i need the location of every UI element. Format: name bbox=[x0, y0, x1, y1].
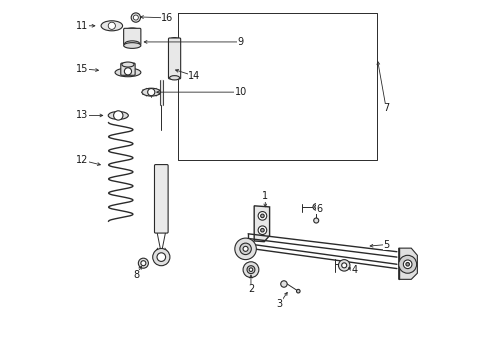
FancyBboxPatch shape bbox=[168, 38, 180, 79]
Circle shape bbox=[312, 204, 319, 210]
Circle shape bbox=[313, 218, 318, 223]
Circle shape bbox=[280, 281, 286, 287]
Text: 7: 7 bbox=[382, 103, 388, 113]
Circle shape bbox=[296, 289, 300, 293]
Polygon shape bbox=[254, 206, 269, 242]
Circle shape bbox=[152, 248, 169, 266]
FancyBboxPatch shape bbox=[154, 165, 168, 233]
Circle shape bbox=[258, 226, 266, 234]
Text: 14: 14 bbox=[188, 71, 200, 81]
Circle shape bbox=[338, 260, 349, 271]
Text: 2: 2 bbox=[247, 284, 254, 294]
Polygon shape bbox=[160, 80, 163, 105]
Circle shape bbox=[113, 111, 122, 120]
Text: 1: 1 bbox=[262, 191, 268, 201]
Ellipse shape bbox=[108, 112, 128, 120]
Circle shape bbox=[314, 206, 317, 208]
Circle shape bbox=[138, 258, 148, 268]
Circle shape bbox=[141, 261, 145, 266]
Ellipse shape bbox=[115, 68, 141, 77]
Circle shape bbox=[157, 253, 165, 261]
Circle shape bbox=[133, 15, 138, 20]
Circle shape bbox=[234, 238, 256, 260]
Circle shape bbox=[108, 22, 115, 30]
Text: 3: 3 bbox=[276, 299, 282, 309]
Text: 16: 16 bbox=[161, 13, 173, 23]
Circle shape bbox=[403, 260, 411, 269]
Circle shape bbox=[131, 13, 140, 22]
Circle shape bbox=[243, 246, 247, 251]
Circle shape bbox=[246, 266, 254, 274]
Text: 5: 5 bbox=[382, 239, 388, 249]
Text: 12: 12 bbox=[76, 155, 88, 165]
Circle shape bbox=[147, 89, 155, 96]
Ellipse shape bbox=[124, 28, 140, 35]
Circle shape bbox=[260, 228, 264, 232]
Circle shape bbox=[243, 262, 258, 278]
Polygon shape bbox=[398, 248, 416, 279]
Circle shape bbox=[341, 263, 346, 268]
Circle shape bbox=[398, 255, 416, 273]
Ellipse shape bbox=[142, 88, 160, 96]
Circle shape bbox=[405, 262, 408, 266]
Circle shape bbox=[258, 212, 266, 220]
Text: 4: 4 bbox=[351, 265, 357, 275]
Circle shape bbox=[239, 243, 251, 255]
Ellipse shape bbox=[169, 38, 179, 42]
FancyBboxPatch shape bbox=[121, 63, 135, 75]
Ellipse shape bbox=[123, 42, 141, 48]
Text: 15: 15 bbox=[76, 64, 88, 74]
Circle shape bbox=[124, 68, 131, 75]
Circle shape bbox=[260, 214, 264, 218]
Ellipse shape bbox=[124, 41, 140, 46]
FancyBboxPatch shape bbox=[123, 28, 141, 45]
Circle shape bbox=[249, 268, 252, 271]
Text: 9: 9 bbox=[237, 37, 244, 47]
Text: 8: 8 bbox=[133, 270, 139, 280]
Text: 11: 11 bbox=[76, 21, 88, 31]
Text: 6: 6 bbox=[316, 204, 322, 214]
Text: 13: 13 bbox=[76, 111, 88, 121]
Ellipse shape bbox=[122, 62, 134, 67]
Ellipse shape bbox=[101, 21, 122, 31]
Ellipse shape bbox=[169, 76, 179, 80]
Text: 10: 10 bbox=[234, 87, 246, 97]
